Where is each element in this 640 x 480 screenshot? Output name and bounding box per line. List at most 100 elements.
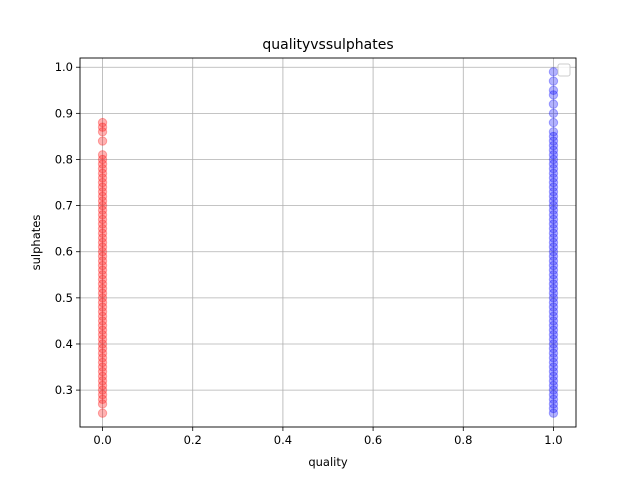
scatter-point: [97, 371, 108, 381]
scatter-point: [548, 233, 559, 243]
y-tick-label: 0.9: [55, 106, 73, 120]
scatter-point: [97, 270, 108, 280]
scatter-point: [97, 242, 108, 252]
scatter-point: [548, 399, 559, 409]
scatter-point: [548, 177, 559, 188]
scatter-point: [548, 408, 559, 418]
x-tick-label: 0.2: [184, 433, 202, 447]
scatter-point: [548, 256, 559, 266]
axes-frame: [79, 57, 577, 428]
scatter-point: [548, 164, 559, 174]
scatter-point: [97, 339, 108, 349]
scatter-point: [97, 279, 108, 289]
data-points: [97, 67, 559, 418]
scatter-point: [97, 127, 108, 137]
scatter-point: [548, 99, 559, 109]
x-tick-label: 0.6: [364, 433, 382, 447]
scatter-point: [548, 302, 559, 312]
scatter-point: [97, 297, 108, 308]
scatter-point: [548, 85, 559, 95]
scatter-point: [548, 274, 559, 285]
scatter-point: [548, 214, 559, 225]
scatter-point: [97, 191, 108, 202]
scatter-point: [97, 330, 108, 340]
x-tick-label: 0.4: [274, 433, 292, 447]
y-tick-label: 0.6: [55, 245, 73, 259]
y-tick-label: 1.0: [55, 60, 73, 74]
scatter-point: [548, 182, 559, 192]
scatter-point: [97, 288, 108, 298]
scatter-point: [97, 293, 108, 303]
scatter-point: [97, 376, 108, 386]
scatter-point: [548, 210, 559, 220]
scatter-point: [97, 283, 108, 294]
scatter-point: [548, 223, 559, 234]
scatter-point: [97, 205, 108, 215]
y-axis-label: sulphates: [29, 215, 43, 271]
scatter-point: [548, 136, 559, 146]
scatter-point: [548, 394, 559, 405]
scatter-point: [548, 357, 559, 368]
scatter-point: [97, 320, 108, 331]
scatter-point: [548, 251, 559, 262]
scatter-point: [548, 325, 559, 335]
x-axis-label: quality: [308, 455, 348, 469]
scatter-point: [548, 154, 559, 165]
scatter-point: [548, 353, 559, 363]
scatter-point: [97, 233, 108, 243]
scatter-point: [97, 122, 108, 132]
scatter-point: [97, 223, 108, 234]
scatter-point: [97, 214, 108, 225]
scatter-point: [97, 260, 108, 271]
scatter-point: [97, 251, 108, 262]
grid: [80, 58, 576, 427]
scatter-point: [548, 108, 559, 119]
scatter-point: [548, 270, 559, 280]
scatter-point: [548, 316, 559, 326]
scatter-point: [97, 256, 108, 266]
scatter-point: [548, 348, 559, 358]
scatter-point: [548, 205, 559, 215]
scatter-point: [548, 343, 559, 354]
scatter-point: [548, 187, 559, 197]
scatter-point: [548, 320, 559, 331]
scatter-point: [548, 293, 559, 303]
scatter-point: [548, 90, 559, 100]
scatter-point: [97, 399, 108, 409]
scatter-point: [97, 200, 108, 211]
scatter-point: [97, 228, 108, 238]
scatter-point: [548, 76, 559, 86]
scatter-point: [548, 334, 559, 345]
axis-ticks: 0.0 0.2 0.4 0.6 0.8 1.0 0.3 0.4 0.5 0.6 0.7 0.8 0.9 1…: [55, 60, 563, 447]
scatter-point: [548, 159, 559, 169]
scatter-point: [548, 283, 559, 294]
scatter-point: [97, 247, 108, 257]
scatter-point: [548, 380, 559, 391]
scatter-point: [548, 311, 559, 321]
scatter-point: [97, 154, 108, 165]
scatter-point: [548, 67, 559, 77]
scatter-point: [97, 173, 108, 183]
scatter-point: [548, 330, 559, 340]
scatter-point: [548, 288, 559, 298]
scatter-point: [97, 150, 108, 160]
scatter-point: [548, 168, 559, 179]
scatter-point: [548, 237, 559, 248]
scatter-point: [97, 334, 108, 345]
scatter-point: [548, 366, 559, 377]
scatter-point: [97, 343, 108, 354]
scatter-point: [548, 376, 559, 386]
scatter-point: [548, 265, 559, 275]
scatter-point: [97, 302, 108, 312]
scatter-point: [97, 117, 108, 128]
scatter-point: [548, 140, 559, 151]
scatter-point: [548, 385, 559, 395]
scatter-point: [97, 357, 108, 368]
scatter-point: [97, 274, 108, 285]
scatter-point: [97, 210, 108, 220]
scatter-point: [97, 394, 108, 405]
scatter-point: [548, 247, 559, 257]
scatter-point: [97, 187, 108, 197]
scatter-point: [97, 385, 108, 395]
